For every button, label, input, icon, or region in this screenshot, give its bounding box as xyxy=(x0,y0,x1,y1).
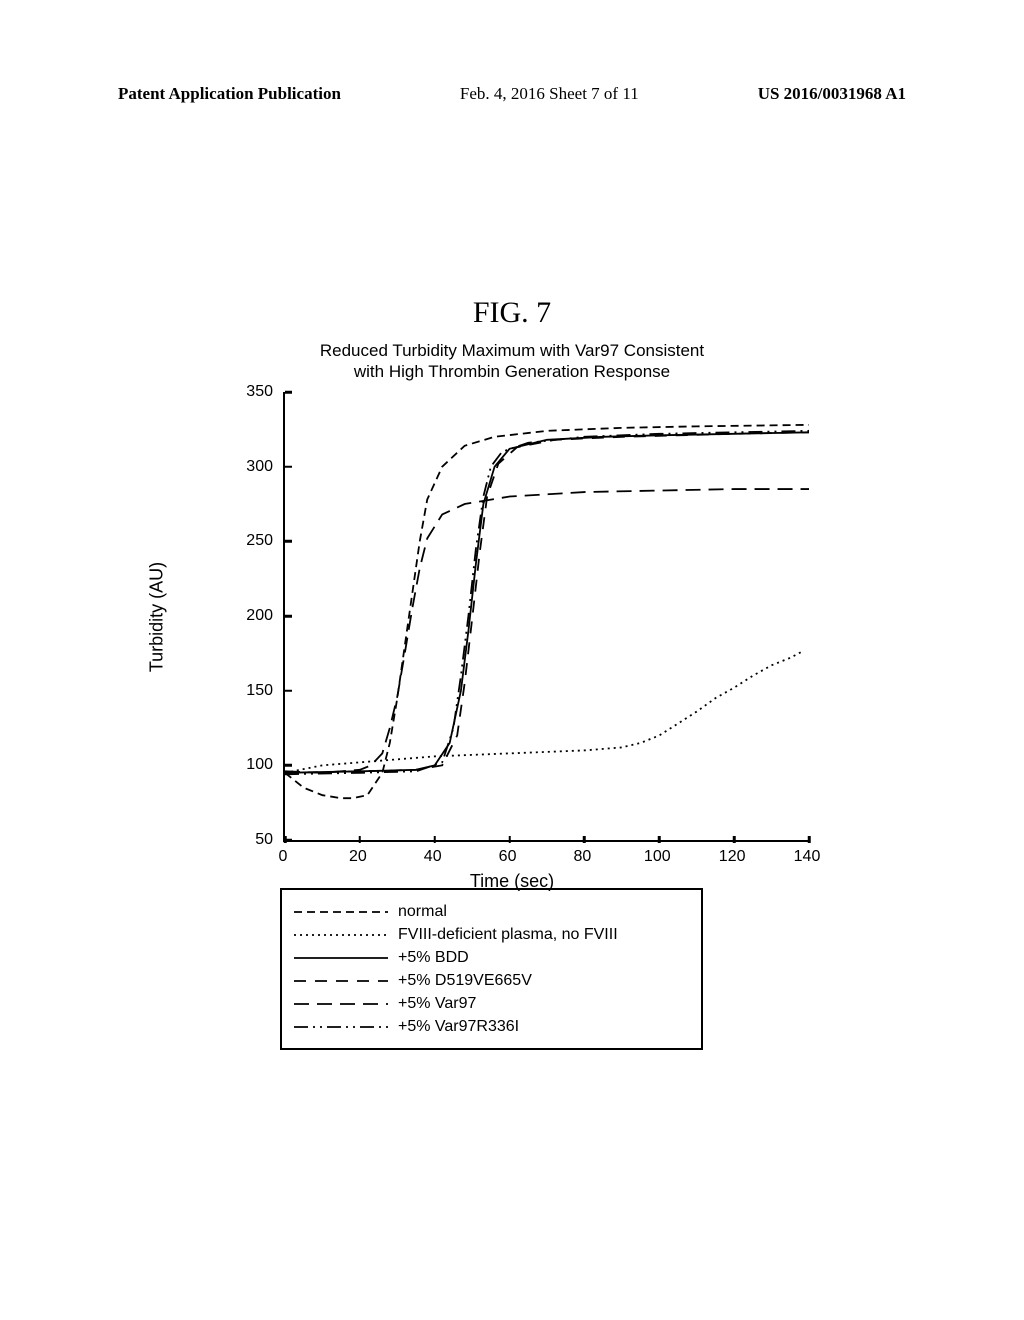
legend-label: normal xyxy=(398,903,447,921)
legend-swatch xyxy=(294,949,388,967)
legend-swatch xyxy=(294,995,388,1013)
legend-row-normal: normal xyxy=(294,900,689,923)
legend-label: FVIII-deficient plasma, no FVIII xyxy=(398,926,618,944)
y-tick-label: 100 xyxy=(223,756,273,774)
chart-title-line1: Reduced Turbidity Maximum with Var97 Con… xyxy=(320,341,704,360)
series-var97 xyxy=(285,489,809,773)
x-tick-label: 80 xyxy=(574,848,592,866)
series-var97r336i xyxy=(285,431,809,774)
legend-row-var97: +5% Var97 xyxy=(294,992,689,1015)
x-tick-label: 0 xyxy=(279,848,288,866)
x-tick-label: 20 xyxy=(349,848,367,866)
x-tick-label: 120 xyxy=(719,848,746,866)
series-bdd xyxy=(285,432,809,772)
y-tick-label: 150 xyxy=(223,682,273,700)
y-tick-label: 200 xyxy=(223,607,273,625)
y-axis-ticks: 50100150200250300350 xyxy=(223,392,273,842)
legend-swatch xyxy=(294,926,388,944)
y-axis-label: Turbidity (AU) xyxy=(147,562,168,672)
series-normal xyxy=(285,425,809,798)
legend-row-bdd: +5% BDD xyxy=(294,946,689,969)
x-tick-label: 60 xyxy=(499,848,517,866)
x-tick-label: 140 xyxy=(794,848,821,866)
legend-label: +5% D519VE665V xyxy=(398,972,532,990)
x-tick-label: 40 xyxy=(424,848,442,866)
chart-title-line2: with High Thrombin Generation Response xyxy=(354,362,670,381)
legend-row-d519v: +5% D519VE665V xyxy=(294,969,689,992)
legend-swatch xyxy=(294,903,388,921)
y-tick-label: 300 xyxy=(223,458,273,476)
y-tick-label: 350 xyxy=(223,383,273,401)
legend-row-fviii_deficient: FVIII-deficient plasma, no FVIII xyxy=(294,923,689,946)
legend: normal FVIII-deficient plasma, no FVIII +5… xyxy=(280,888,703,1050)
legend-row-var97r336i: +5% Var97R336I xyxy=(294,1015,689,1038)
legend-label: +5% BDD xyxy=(398,949,469,967)
plot-area xyxy=(283,392,809,842)
y-tick-label: 250 xyxy=(223,532,273,550)
x-axis-ticks: 020406080100120140 xyxy=(215,848,809,868)
sheet-info: Feb. 4, 2016 Sheet 7 of 11 xyxy=(460,84,639,104)
publication-type: Patent Application Publication xyxy=(118,84,341,104)
legend-label: +5% Var97R336I xyxy=(398,1018,519,1036)
chart-svg xyxy=(285,392,809,840)
legend-label: +5% Var97 xyxy=(398,995,476,1013)
y-tick-label: 50 xyxy=(223,831,273,849)
series-fviii_deficient xyxy=(285,652,802,773)
publication-number: US 2016/0031968 A1 xyxy=(758,84,906,104)
series-d519v xyxy=(285,432,809,772)
x-tick-label: 100 xyxy=(644,848,671,866)
legend-swatch xyxy=(294,972,388,990)
chart: Turbidity (AU) 50100150200250300350 0204… xyxy=(215,392,809,842)
figure-number: FIG. 7 xyxy=(0,296,1024,330)
legend-swatch xyxy=(294,1018,388,1036)
page-header: Patent Application Publication Feb. 4, 2… xyxy=(118,84,906,104)
chart-title: Reduced Turbidity Maximum with Var97 Con… xyxy=(0,340,1024,383)
